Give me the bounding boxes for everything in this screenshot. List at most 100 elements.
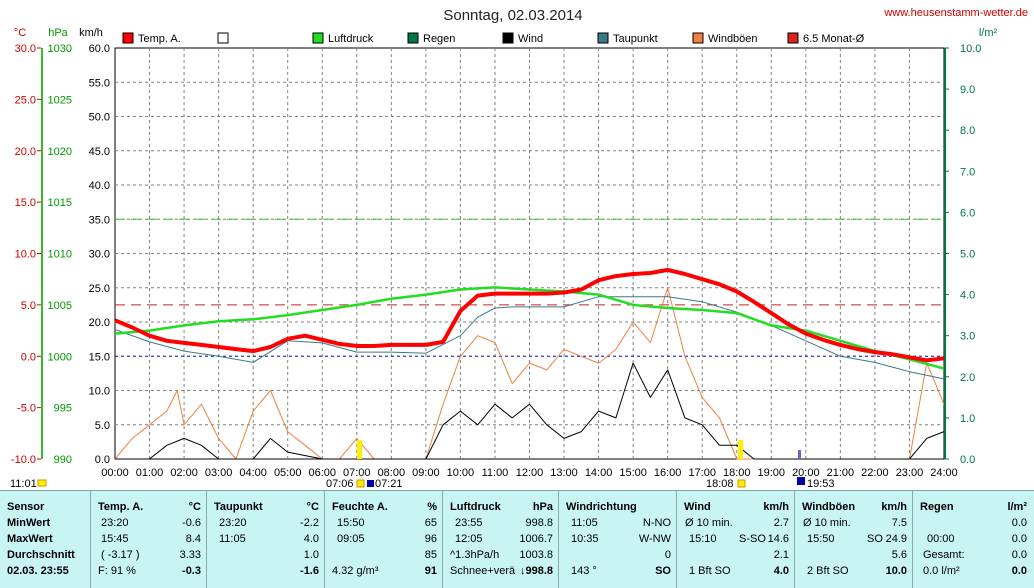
wind-min-label: Ø 10 min.: [685, 517, 733, 529]
hum-foot-label: 4.32 g/m³: [332, 565, 379, 577]
temp-tick-label: 15.0: [15, 197, 36, 209]
time-tick-label: 04:00: [239, 467, 267, 479]
temp-tick-label: 5.0: [21, 300, 36, 312]
wind-tick-label: 60.0: [89, 43, 110, 55]
rain-total-label: Gesamt:: [923, 549, 965, 561]
time-tick-label: 07:00: [343, 467, 371, 479]
rain-tick-label: 1.0: [960, 413, 975, 425]
pressure-tick-label: 1015: [48, 197, 72, 209]
pressure-tick-label: 1005: [48, 300, 72, 312]
moonset-icon: [797, 477, 805, 485]
label-max: MaxWert: [7, 533, 53, 545]
pressure-tick-label: 1000: [48, 351, 72, 363]
chart-title: Sonntag, 02.03.2014: [443, 7, 582, 24]
col-pressure: Luftdruck hPa 23:55 998.8 12:05 1006.7 ^1.3…: [442, 491, 559, 588]
legend-label: 6.5 Monat-Ø: [803, 33, 865, 45]
dew-min-time: 23:20: [219, 517, 247, 529]
temp-tick-label: -10.0: [11, 454, 36, 466]
gust-unit-cell: km/h: [881, 501, 907, 513]
label-min: MinWert: [7, 517, 51, 529]
grid: [114, 47, 945, 460]
sun-bar-evening: [738, 440, 743, 459]
gust-max-value: 24.9: [885, 533, 907, 545]
wind-beaufort: 1 Bft SO: [689, 565, 731, 577]
temp-avg-value: 3.33: [179, 549, 201, 561]
time-tick-label: 19:00: [758, 467, 786, 479]
temp-tick-label: 0.0: [21, 351, 36, 363]
moonrise-icon: [367, 480, 374, 487]
col-rain: Regen l/m² 0.0 00:00 0.0 Gesamt: 0.0 0.0 l/…: [912, 491, 1034, 588]
time-tick-label: 14:00: [585, 467, 613, 479]
dir-max-time: 10:35: [571, 533, 599, 545]
time-tick-label: 08:00: [378, 467, 406, 479]
rain-tick-label: 6.0: [960, 207, 975, 219]
legend-label: Windböen: [708, 33, 758, 45]
wind-max-dir: S-SO: [739, 533, 766, 545]
dew-min-value: -2.2: [300, 517, 319, 529]
sun-icon: [37, 479, 47, 487]
series-luftdruck: [114, 286, 945, 370]
series-temp-a: [114, 267, 945, 363]
label-date: 02.03. 23:55: [7, 565, 69, 577]
axis-ticks: 30.0 25.0 20.0 15.0 10.0 5.0 0.0 -5.0 -10.0 1030 1…: [11, 43, 982, 479]
legend-swatch: [502, 32, 514, 44]
dir-min-time: 11:05: [571, 517, 598, 529]
legend-swatch: [597, 32, 609, 44]
weather-chart: Sonntag, 02.03.2014 www.heusenstamm-wett…: [10, 7, 1028, 490]
pressure-tick-label: 995: [54, 403, 72, 415]
sunset-label: 18:08: [706, 478, 734, 490]
press-max-value: 1006.7: [519, 533, 553, 545]
sunset-icon: [737, 479, 746, 488]
gust-max-time: 15:50: [807, 533, 835, 545]
time-tick-label: 06:00: [308, 467, 336, 479]
legend-swatch: [122, 32, 134, 44]
legend-label: Taupunkt: [613, 33, 658, 45]
press-max-time: 12:05: [455, 533, 483, 545]
col-labels: Sensor MinWert MaxWert Durchschnitt 02.0…: [0, 491, 90, 588]
legend-swatch: [312, 32, 324, 44]
time-tick-label: 05:00: [274, 467, 302, 479]
dew-current: -1.6: [300, 565, 319, 577]
rain-rate: 0.0 l/m²: [923, 565, 960, 577]
gust-current: 10.0: [885, 565, 907, 577]
hum-max-value: 96: [424, 533, 437, 545]
legend-label: Regen: [423, 33, 455, 45]
rain-tick-label: 9.0: [960, 84, 975, 96]
col-temp: Temp. A. °C 23:20 -0.6 15:45 8.4 ( -3.17 ) 3…: [90, 491, 207, 588]
sunrise-icon: [356, 479, 365, 488]
series-taupunkt: [114, 296, 945, 380]
wind-tick-label: 25.0: [89, 283, 110, 295]
wind-avg-value: 2.1: [773, 549, 789, 561]
time-tick-label: 12:00: [516, 467, 544, 479]
rain-unit: l/m²: [979, 27, 998, 39]
site-url[interactable]: www.heusenstamm-wetter.de: [883, 7, 1028, 19]
rain-current: 0.0: [1011, 565, 1027, 577]
col-wind: Wind km/h Ø 10 min. 2.7 15:10 S-SO 14.6 2.1 …: [676, 491, 795, 588]
time-tick-label: 00:00: [101, 467, 129, 479]
rain-max-value: 0.0: [1011, 533, 1027, 545]
pressure-tick-label: 1010: [48, 249, 72, 261]
wind-tick-label: 50.0: [89, 112, 110, 124]
dew-header: Taupunkt: [214, 501, 263, 513]
temp-avg-label: ( -3.17 ): [101, 549, 140, 561]
wind-tick-label: 45.0: [89, 146, 110, 158]
wind-tick-label: 55.0: [89, 77, 110, 89]
series-windb-en: [114, 287, 945, 460]
series-wind: [115, 362, 945, 460]
time-tick-label: 21:00: [827, 467, 855, 479]
wind-tick-label: 5.0: [95, 420, 110, 432]
wind-tick-label: 35.0: [89, 214, 110, 226]
hum-unit-cell: %: [427, 501, 437, 513]
temp-unit-cell: °C: [188, 501, 201, 513]
wind-tick-label: 30.0: [89, 249, 110, 261]
legend-swatch: [787, 32, 799, 44]
hum-current: 91: [424, 565, 437, 577]
pressure-tick-label: 990: [54, 454, 72, 466]
sunset-b-label: 19:53: [807, 478, 835, 490]
dir-degrees: 143 °: [571, 565, 597, 577]
legend-label: Luftdruck: [328, 33, 374, 45]
dir-avg-value: 0: [664, 549, 671, 561]
moon-bar: [798, 450, 801, 459]
rain-tick-label: 2.0: [960, 372, 975, 384]
temp-max-time: 15:45: [101, 533, 129, 545]
